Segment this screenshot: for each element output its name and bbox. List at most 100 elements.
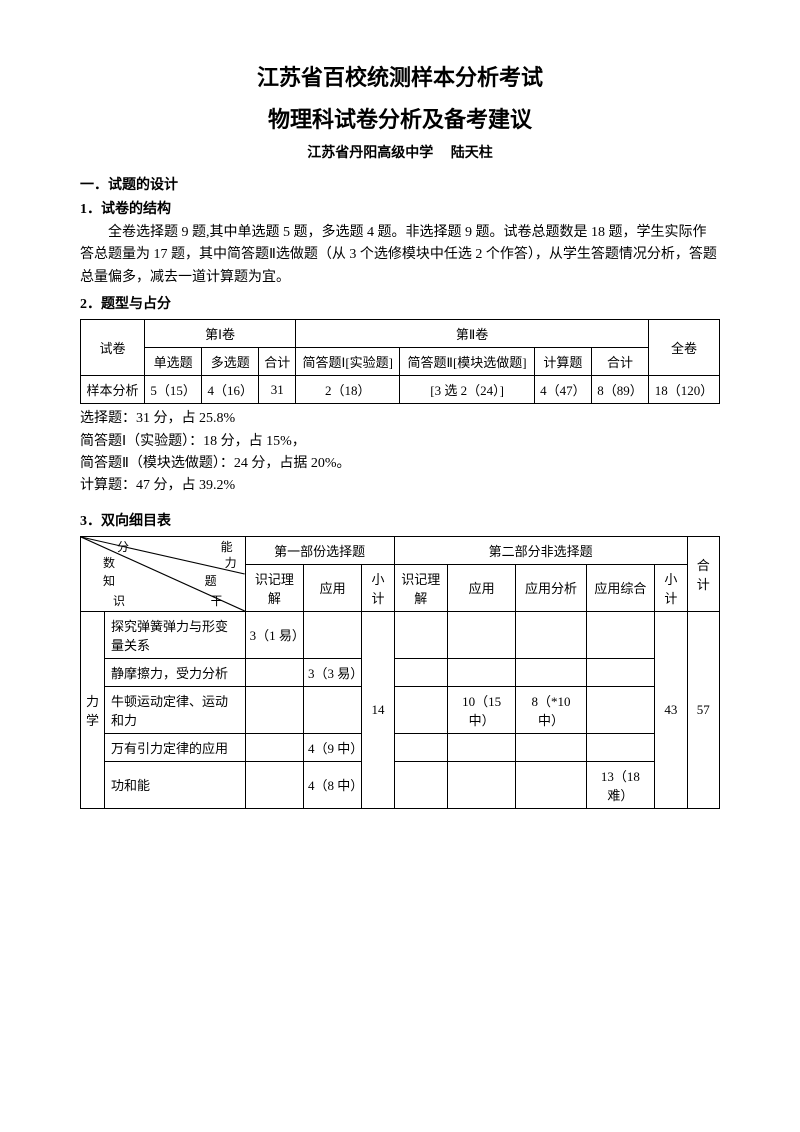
cell: 13（18 难） — [586, 761, 655, 808]
table-row: 功和能 4（8 中） 13（18 难） — [81, 761, 720, 808]
cell: 应用综合 — [586, 564, 655, 611]
cell: 4（8 中） — [303, 761, 361, 808]
knowledge-cell: 静摩擦力，受力分析 — [105, 658, 246, 686]
author-line: 江苏省丹阳高级中学 陆天柱 — [80, 142, 720, 162]
cell — [516, 611, 586, 658]
cell: 10（15 中） — [447, 686, 516, 733]
title-main: 江苏省百校统测样本分析考试 — [80, 60, 720, 92]
table-spec: 分 能 数 力 知 题 识 干 第一部份选择题 第二部分非选择题 合计 识记理解… — [80, 536, 720, 809]
diag-label: 能 — [221, 541, 233, 553]
cell-short2: 简答题Ⅱ[模块选做题] — [400, 348, 534, 376]
cell: 3（1 易） — [245, 611, 303, 658]
cell-calc: 计算题 — [534, 348, 591, 376]
cell: 识记理解 — [394, 564, 447, 611]
cell — [586, 686, 655, 733]
cell-paper: 试卷 — [81, 320, 145, 376]
cell-p1: 第一部份选择题 — [245, 536, 394, 564]
table-row: 分 能 数 力 知 题 识 干 第一部份选择题 第二部分非选择题 合计 — [81, 536, 720, 564]
percent-line-4: 计算题：47 分，占 39.2% — [80, 475, 720, 497]
cell — [516, 761, 586, 808]
cell: 5（15） — [145, 376, 202, 404]
cell — [303, 686, 361, 733]
cell — [586, 658, 655, 686]
cell — [394, 611, 447, 658]
diagonal-header: 分 能 数 力 知 题 识 干 — [81, 536, 246, 611]
cell: 4（16） — [202, 376, 259, 404]
table-row: 万有引力定律的应用 4（9 中） — [81, 733, 720, 761]
cell-p1sub: 14 — [362, 611, 394, 808]
cell — [516, 658, 586, 686]
cell — [586, 611, 655, 658]
diag-label: 知 — [103, 575, 115, 587]
cell-multi: 多选题 — [202, 348, 259, 376]
cell: 4（47） — [534, 376, 591, 404]
cell — [394, 686, 447, 733]
sub-heading-3: 3．双向细目表 — [80, 510, 720, 530]
cell: [3 选 2（24）] — [400, 376, 534, 404]
cell-full: 全卷 — [649, 320, 720, 376]
cell — [245, 686, 303, 733]
cell — [447, 658, 516, 686]
cell: 18（120） — [649, 376, 720, 404]
cell — [303, 611, 361, 658]
diag-label: 识 — [113, 595, 125, 607]
cell-total: 合计 — [687, 536, 719, 611]
cell: 8（89） — [591, 376, 648, 404]
sub-heading-2: 2．题型与占分 — [80, 293, 720, 313]
diag-label: 数 — [103, 557, 115, 569]
cell — [447, 761, 516, 808]
paragraph-1: 全卷选择题 9 题,其中单选题 5 题，多选题 4 题。非选择题 9 题。试卷总… — [80, 222, 720, 289]
cell — [245, 733, 303, 761]
table-row: 试卷 第Ⅰ卷 第Ⅱ卷 全卷 — [81, 320, 720, 348]
cell-sub2: 合计 — [591, 348, 648, 376]
knowledge-cell: 功和能 — [105, 761, 246, 808]
table-row: 静摩擦力，受力分析 3（3 易） — [81, 658, 720, 686]
section-heading-1: 一．试题的设计 — [80, 174, 720, 194]
cell: 3（3 易） — [303, 658, 361, 686]
cell: 小计 — [655, 564, 687, 611]
cell: 2（18） — [296, 376, 400, 404]
cell-sub1: 合计 — [259, 348, 296, 376]
diag-label: 力 — [225, 557, 237, 569]
cell — [447, 733, 516, 761]
percent-line-3: 简答题Ⅱ（模块选做题）：24 分，占据 20%。 — [80, 453, 720, 475]
cell-grandtotal: 57 — [687, 611, 719, 808]
percent-line-1: 选择题：31 分，占 25.8% — [80, 408, 720, 430]
cell-p2sub: 43 — [655, 611, 687, 808]
diag-label: 分 — [117, 541, 129, 553]
cell-part1: 第Ⅰ卷 — [145, 320, 296, 348]
knowledge-cell: 万有引力定律的应用 — [105, 733, 246, 761]
sub-heading-1: 1．试卷的结构 — [80, 198, 720, 218]
cell: 应用 — [447, 564, 516, 611]
cell-short1: 简答题Ⅰ[实验题] — [296, 348, 400, 376]
diag-label: 题 — [205, 575, 217, 587]
table-row: 样本分析 5（15） 4（16） 31 2（18） [3 选 2（24）] 4（… — [81, 376, 720, 404]
cell-single: 单选题 — [145, 348, 202, 376]
knowledge-cell: 探究弹簧弹力与形变量关系 — [105, 611, 246, 658]
cell-p2: 第二部分非选择题 — [394, 536, 687, 564]
cell: 4（9 中） — [303, 733, 361, 761]
cell — [586, 733, 655, 761]
knowledge-cell: 牛顿运动定律、运动和力 — [105, 686, 246, 733]
author-name: 陆天柱 — [451, 146, 493, 161]
author-school: 江苏省丹阳高级中学 — [307, 146, 433, 161]
cell — [394, 761, 447, 808]
diag-label: 干 — [211, 595, 223, 607]
cell — [447, 611, 516, 658]
title-sub: 物理科试卷分析及备考建议 — [80, 102, 720, 134]
cell — [245, 761, 303, 808]
cell: 应用 — [303, 564, 361, 611]
table-row: 牛顿运动定律、运动和力 10（15 中） 8（*10 中） — [81, 686, 720, 733]
cell: 8（*10 中） — [516, 686, 586, 733]
cell: 31 — [259, 376, 296, 404]
table-row: 单选题 多选题 合计 简答题Ⅰ[实验题] 简答题Ⅱ[模块选做题] 计算题 合计 — [81, 348, 720, 376]
table-row: 力学 探究弹簧弹力与形变量关系 3（1 易） 14 43 57 — [81, 611, 720, 658]
cell-rowlabel: 样本分析 — [81, 376, 145, 404]
cell: 应用分析 — [516, 564, 586, 611]
cell: 小计 — [362, 564, 394, 611]
percent-line-2: 简答题Ⅰ（实验题）：18 分，占 15%， — [80, 431, 720, 453]
cell-part2: 第Ⅱ卷 — [296, 320, 649, 348]
cell — [394, 658, 447, 686]
cell: 识记理解 — [245, 564, 303, 611]
table-question-types: 试卷 第Ⅰ卷 第Ⅱ卷 全卷 单选题 多选题 合计 简答题Ⅰ[实验题] 简答题Ⅱ[… — [80, 319, 720, 404]
